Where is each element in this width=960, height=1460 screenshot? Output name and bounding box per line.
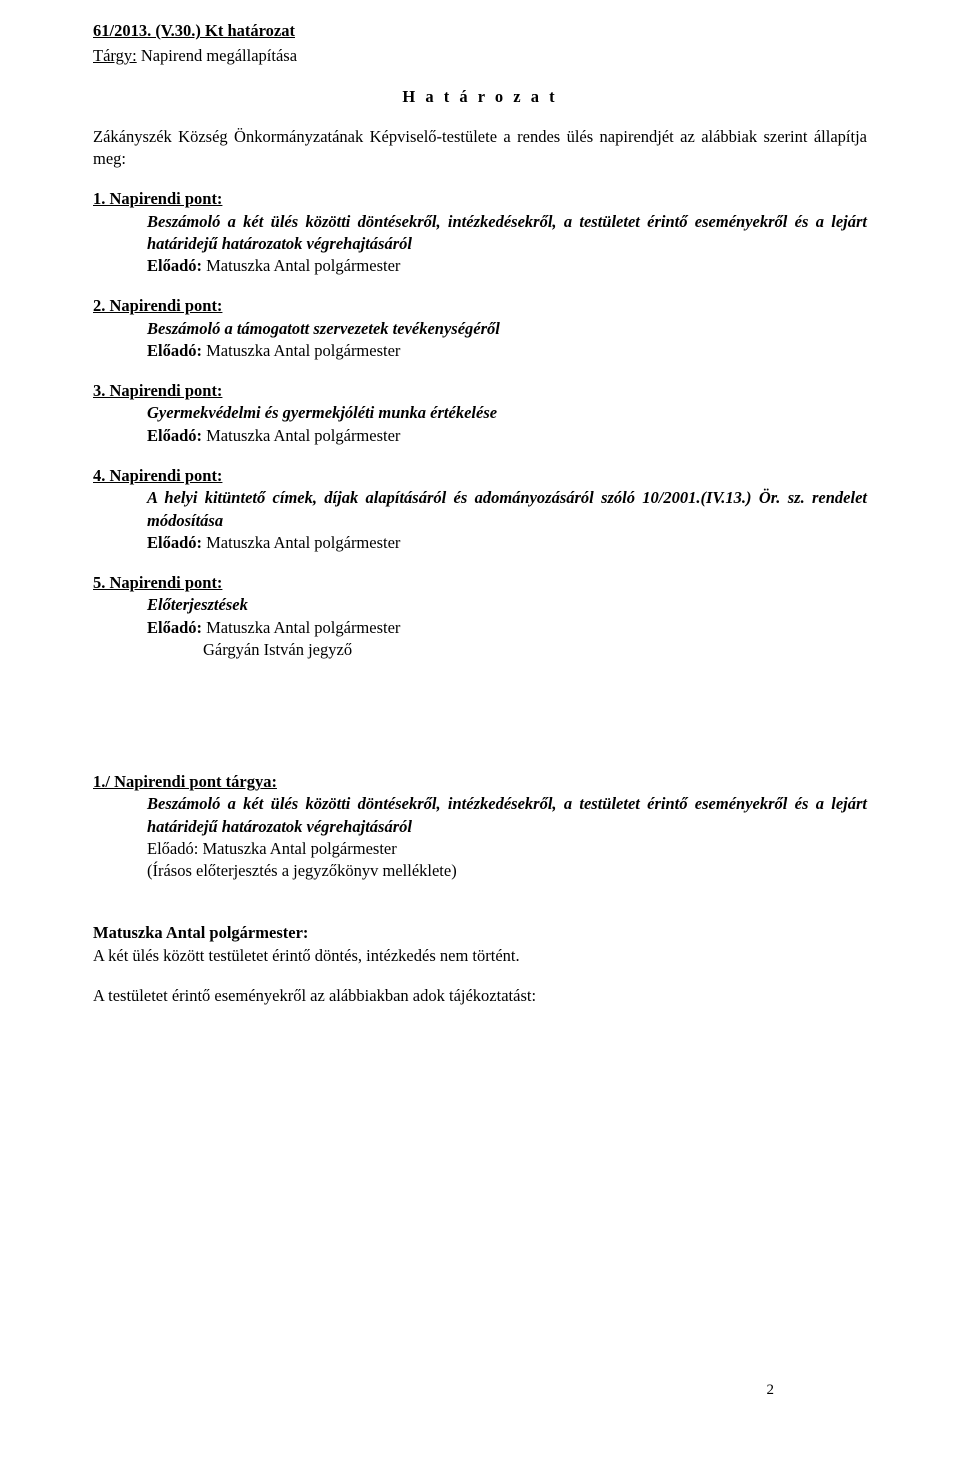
- topic-presenter: Előadó: Matuszka Antal polgármester: [147, 839, 397, 858]
- mayor-heading: Matuszka Antal polgármester:: [93, 922, 867, 944]
- presenter-label: Előadó:: [147, 256, 202, 275]
- topic-note: (Írásos előterjesztés a jegyzőkönyv mell…: [147, 861, 457, 880]
- presenter-extra: Gárgyán István jegyző: [93, 639, 867, 661]
- presenter-name: Matuszka Antal polgármester: [202, 256, 400, 275]
- agenda-title: 1. Napirendi pont:: [93, 188, 867, 210]
- mayor-line-2: A testületet érintő eseményekről az aláb…: [93, 985, 867, 1007]
- agenda-desc: Beszámoló a támogatott szervezetek tevék…: [147, 319, 500, 338]
- agenda-item-1: 1. Napirendi pont: Beszámoló a két ülés …: [93, 188, 867, 277]
- agenda-item-3: 3. Napirendi pont: Gyermekvédelmi és gye…: [93, 380, 867, 447]
- agenda-title: 4. Napirendi pont:: [93, 465, 867, 487]
- agenda-title: 5. Napirendi pont:: [93, 572, 867, 594]
- topic-1-section: 1./ Napirendi pont tárgya: Beszámoló a k…: [93, 771, 867, 882]
- agenda-title: 2. Napirendi pont:: [93, 295, 867, 317]
- agenda-desc: Beszámoló a két ülés közötti döntésekről…: [147, 212, 867, 253]
- presenter-name: Matuszka Antal polgármester: [202, 533, 400, 552]
- presenter-label: Előadó:: [147, 341, 202, 360]
- intro-paragraph: Zákányszék Község Önkormányzatának Képvi…: [93, 126, 867, 171]
- mayor-line-1: A két ülés között testületet érintő dönt…: [93, 945, 867, 967]
- agenda-item-5: 5. Napirendi pont: Előterjesztések Előad…: [93, 572, 867, 661]
- subject-text: Napirend megállapítása: [141, 46, 297, 65]
- subject-line: Tárgy: Napirend megállapítása: [93, 45, 867, 67]
- topic-desc: Beszámoló a két ülés közötti döntésekről…: [147, 794, 867, 835]
- agenda-item-2: 2. Napirendi pont: Beszámoló a támogatot…: [93, 295, 867, 362]
- presenter-label: Előadó:: [147, 426, 202, 445]
- agenda-item-4: 4. Napirendi pont: A helyi kitüntető cím…: [93, 465, 867, 554]
- presenter-label: Előadó:: [147, 618, 202, 637]
- presenter-name: Matuszka Antal polgármester: [202, 426, 400, 445]
- resolution-number: 61/2013. (V.30.) Kt határozat: [93, 21, 295, 40]
- presenter-name: Matuszka Antal polgármester: [202, 341, 400, 360]
- agenda-desc: Előterjesztések: [147, 595, 248, 614]
- presenter-label: Előadó:: [147, 533, 202, 552]
- subject-label: Tárgy:: [93, 46, 137, 65]
- resolution-title: H a t á r o z a t: [93, 86, 867, 108]
- agenda-desc: Gyermekvédelmi és gyermekjóléti munka ér…: [147, 403, 497, 422]
- topic-heading: 1./ Napirendi pont tárgya:: [93, 771, 867, 793]
- page-number: 2: [767, 1380, 775, 1400]
- presenter-name: Matuszka Antal polgármester: [202, 618, 400, 637]
- agenda-desc: A helyi kitüntető címek, díjak alapításá…: [147, 488, 867, 529]
- agenda-title: 3. Napirendi pont:: [93, 380, 867, 402]
